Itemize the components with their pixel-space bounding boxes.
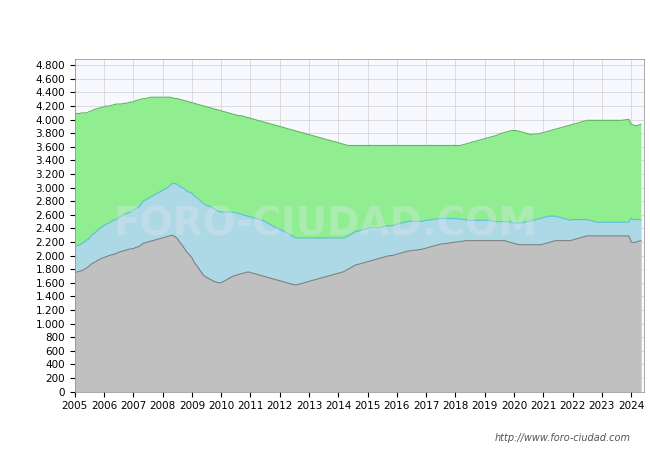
Text: Arenas de San Pedro - Evolucion de la poblacion en edad de Trabajar Mayo de 2024: Arenas de San Pedro - Evolucion de la po…: [46, 21, 604, 33]
Text: FORO-CIUDAD.COM: FORO-CIUDAD.COM: [113, 206, 537, 244]
Text: http://www.foro-ciudad.com: http://www.foro-ciudad.com: [495, 433, 630, 443]
